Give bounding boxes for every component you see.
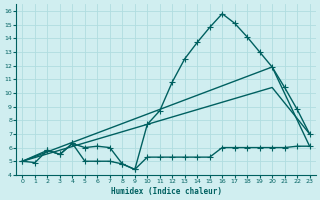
X-axis label: Humidex (Indice chaleur): Humidex (Indice chaleur)	[110, 187, 221, 196]
